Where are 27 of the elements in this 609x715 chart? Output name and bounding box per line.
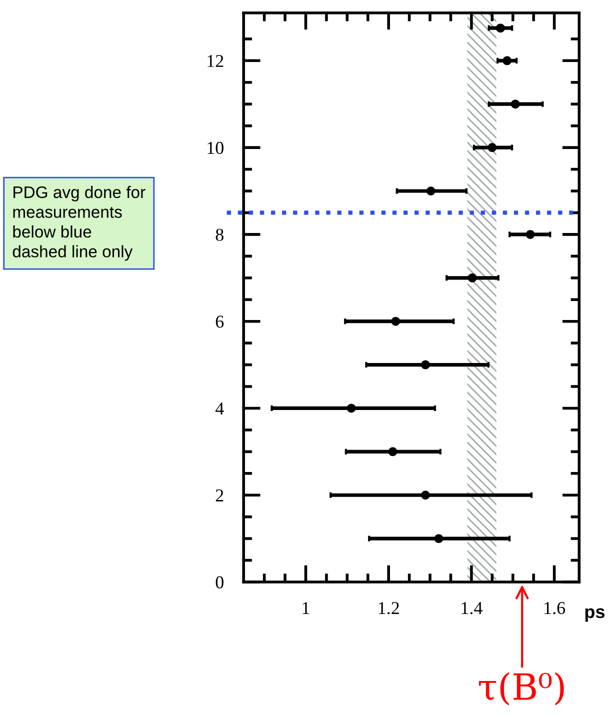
y-tick-label: 0: [216, 576, 224, 588]
point: [420, 490, 430, 500]
point: [346, 404, 356, 413]
point: [434, 534, 444, 544]
point: [391, 316, 400, 326]
y-tick-label: 6: [216, 316, 224, 328]
point: [496, 24, 505, 33]
y-tick-label: 12: [208, 54, 224, 67]
point: [488, 143, 497, 152]
point: [420, 360, 430, 370]
y-tick-label: 8: [216, 228, 224, 241]
x-tick-label: 1.6: [544, 602, 566, 614]
point: [388, 447, 398, 456]
text: τ(B⁰): [478, 672, 564, 706]
point: [510, 100, 520, 109]
x-tick-label: 1: [302, 602, 310, 614]
point: [468, 273, 477, 282]
point: [502, 56, 512, 66]
text: PDG avg done for measurements below blue dashed line only: [12, 186, 146, 261]
point: [426, 186, 436, 196]
x-axis-title: ps: [585, 608, 605, 622]
point: [526, 230, 535, 239]
y-tick-label: 4: [215, 402, 224, 414]
x-tick-label: 1.2: [378, 602, 399, 614]
x-tick-label: 1.4: [462, 602, 482, 614]
y-tick-label: 2: [216, 489, 224, 502]
y-tick-label: 10: [208, 142, 224, 154]
